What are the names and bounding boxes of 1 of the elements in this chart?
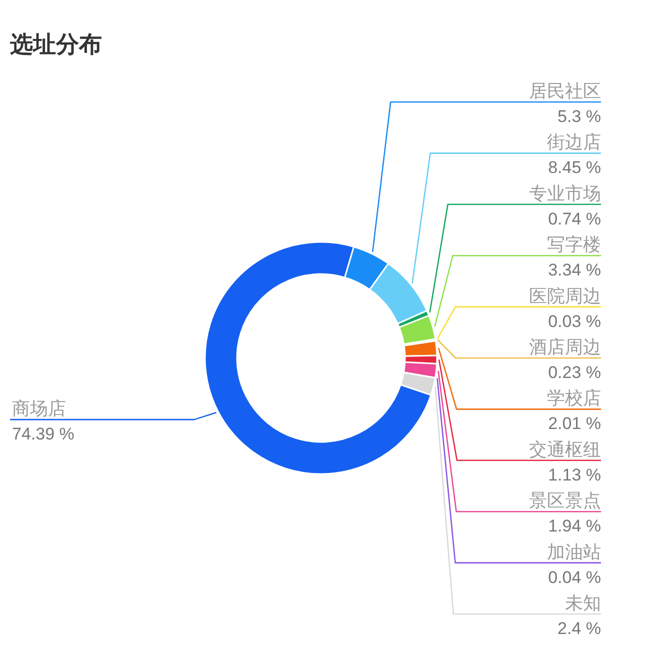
title: 选址分布 — [10, 31, 102, 57]
